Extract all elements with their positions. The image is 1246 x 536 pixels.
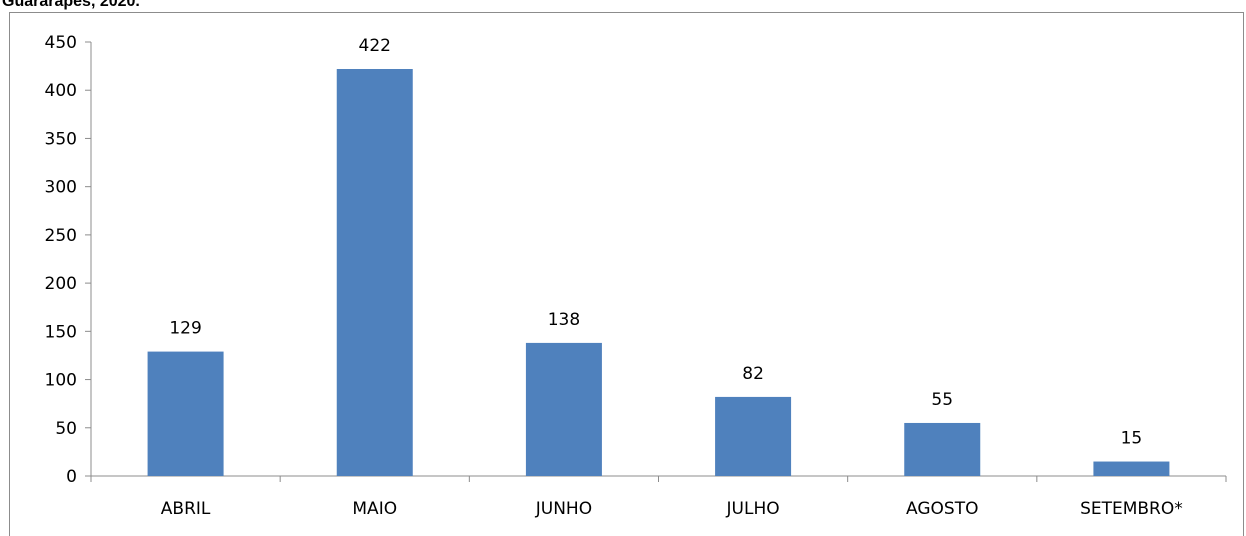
bar-setembro: [1093, 461, 1170, 476]
x-tick-label: SETEMBRO*: [1080, 499, 1183, 519]
y-axis: 0 50 100 150 200 250 300 350 400 450: [45, 33, 92, 487]
data-label: 129: [169, 319, 201, 339]
y-tick-label: 200: [45, 274, 77, 294]
y-tick-label: 400: [45, 81, 77, 101]
data-label: 82: [742, 364, 764, 384]
page-heading: Guararapes, 2020.: [2, 0, 140, 10]
bar-maio: [336, 69, 413, 476]
x-tick-label: AGOSTO: [906, 499, 978, 519]
y-tick-label: 0: [66, 467, 77, 487]
x-tick-label: MAIO: [352, 499, 397, 519]
data-label: 422: [359, 36, 391, 56]
y-tick-label: 450: [45, 33, 77, 53]
x-tick-label: JUNHO: [535, 499, 592, 519]
y-tick-label: 50: [55, 419, 77, 439]
y-tick-label: 350: [45, 129, 77, 149]
bar-abril: [147, 351, 224, 476]
bar-junho: [525, 342, 602, 476]
bar-julho: [715, 396, 792, 476]
data-label: 55: [931, 390, 953, 410]
y-tick-label: 100: [45, 371, 77, 391]
y-tick-label: 300: [45, 178, 77, 198]
bars: [147, 69, 1170, 476]
data-label: 15: [1121, 429, 1143, 449]
x-axis: ABRIL MAIO JUNHO JULHO AGOSTO SETEMBRO*: [90, 475, 1227, 519]
x-tick-label: JULHO: [726, 499, 780, 519]
data-label: 138: [548, 310, 580, 330]
chart-frame: [9, 12, 1244, 536]
x-tick-label: ABRIL: [161, 499, 211, 519]
y-tick-label: 150: [45, 322, 77, 342]
data-labels: 129 422 138 82 55 15: [169, 36, 1142, 449]
y-tick-label: 250: [45, 226, 77, 246]
bar-agosto: [904, 422, 981, 476]
